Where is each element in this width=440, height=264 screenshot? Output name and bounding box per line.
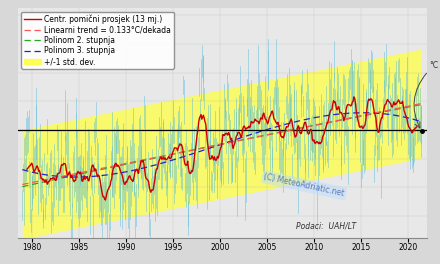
Legend: Centr. pomični prosjek (13 mj.), Linearni trend = 0.133°C/dekada, Polinom 2. stu: Centr. pomični prosjek (13 mj.), Linearn…	[22, 12, 173, 69]
Text: Podaci:  UAH/LT: Podaci: UAH/LT	[296, 221, 356, 230]
Text: °C: °C	[429, 61, 438, 70]
Text: (C) MeteoAdriatic.net: (C) MeteoAdriatic.net	[263, 172, 345, 198]
